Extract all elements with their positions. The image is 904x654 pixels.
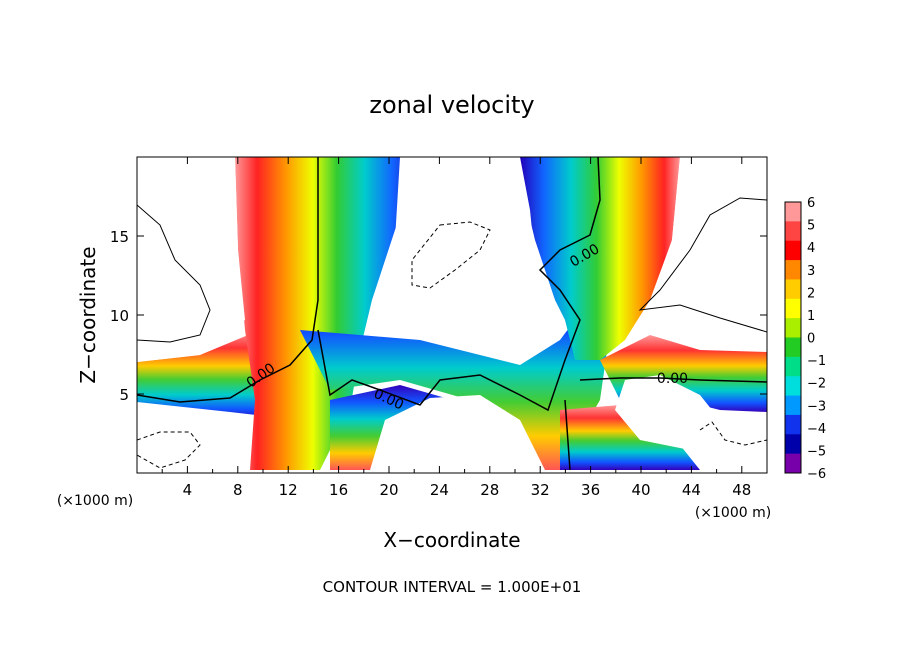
y-axis-label: Z−coordinate: [76, 246, 100, 383]
colorbar-label: 3: [807, 264, 815, 279]
zero-contour-middle: [317, 157, 601, 412]
x-tick-label: 28: [480, 481, 499, 499]
colorbar-label: −4: [807, 422, 826, 437]
left-plume: [235, 157, 420, 470]
y-tick-label: 15: [110, 228, 129, 246]
x-tick-label: 8: [233, 481, 243, 499]
white-pocket-left: [137, 418, 245, 470]
x-axis-label: X−coordinate: [383, 528, 520, 552]
x-unit-left: (×1000 m): [57, 493, 133, 509]
colorbar-label: 6: [807, 196, 815, 211]
colorbar-label: 1: [807, 309, 815, 324]
heatmap-field: [137, 157, 767, 473]
colorbar-label: 0: [807, 332, 815, 347]
colorbar-label: −3: [807, 399, 826, 414]
x-tick-label: 48: [732, 481, 751, 499]
colorbar-label: −2: [807, 377, 826, 392]
colorbar-swatch: [785, 376, 801, 397]
zero-contour-left-vertical: [137, 157, 319, 403]
colorbar-swatch: [785, 298, 801, 319]
contour-interval-note: CONTOUR INTERVAL = 1.000E+01: [323, 578, 582, 596]
middle-jet: [300, 300, 610, 470]
colorbar-swatch: [785, 221, 801, 242]
white-pocket-right: [615, 375, 720, 450]
contour-label: 0.00: [657, 371, 688, 387]
y-tick-label: 10: [110, 307, 129, 325]
x-tick-label: 12: [279, 481, 298, 499]
x-tick-label: 32: [531, 481, 550, 499]
x-tick-label: 16: [329, 481, 348, 499]
colorbar-label: −5: [807, 444, 826, 459]
colorbar-swatch: [785, 279, 801, 300]
x-tick-label: 44: [682, 481, 701, 499]
x-tick-label: 20: [379, 481, 398, 499]
white-pocket-upper: [380, 157, 555, 348]
colorbar: 6 5 4 3 2 1 0 −1 −2 −3 −4 −5 −6: [784, 196, 826, 482]
colorbar-label: 2: [807, 286, 815, 301]
chart-title: zonal velocity: [369, 91, 534, 119]
thin-contour-left: [137, 204, 211, 343]
thin-contour-right: [638, 197, 767, 333]
colorbar-frame: [784, 201, 802, 474]
colorbar-swatch: [785, 395, 801, 416]
white-region-right-top: [650, 157, 767, 345]
y-tick-label: 5: [119, 386, 129, 404]
x-tick-label: 36: [581, 481, 600, 499]
dashed-contour-upper: [411, 221, 491, 289]
colorbar-swatch: [785, 453, 801, 474]
colorbar-label: 5: [807, 219, 815, 234]
contour-lines: [137, 157, 767, 471]
y-axis: 5 10 15: [110, 228, 767, 404]
colorbar-swatch: [785, 356, 801, 377]
colorbar-swatch: [785, 240, 801, 261]
dashed-contour-right: [699, 421, 767, 446]
colorbar-swatch: [785, 337, 801, 358]
x-tick-label: 24: [430, 481, 449, 499]
x-axis: 4 8 12 16 20 24 28 32 36 40 44 48: [161, 157, 751, 499]
colorbar-label: −6: [807, 467, 826, 482]
lower-right-region: [560, 405, 700, 470]
colorbar-swatch: [785, 202, 801, 222]
dashed-contour-left: [137, 431, 201, 469]
dashed-contours: [137, 221, 767, 469]
colorbar-swatch: [785, 434, 801, 455]
colorbar-label: 4: [807, 241, 815, 256]
white-region-left-top: [137, 157, 245, 362]
colorbar-swatch: [785, 414, 801, 435]
colorbar-swatch: [785, 318, 801, 338]
zero-contour-right: [564, 377, 767, 471]
colorbar-swatch: [785, 260, 801, 280]
x-tick-label: 4: [183, 481, 193, 499]
colorbar-label: −1: [807, 354, 826, 369]
x-tick-label: 40: [631, 481, 650, 499]
right-plume: [520, 157, 680, 360]
white-pocket-lower: [370, 395, 545, 470]
x-unit-right: (×1000 m): [695, 505, 771, 521]
